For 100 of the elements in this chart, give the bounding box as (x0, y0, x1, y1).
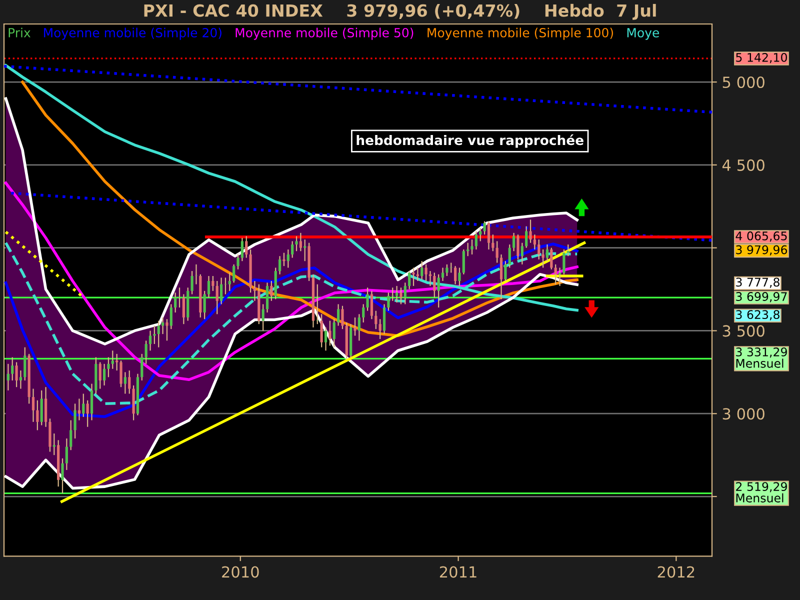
ref-line-label: 5 142,10 (736, 52, 787, 64)
candlestick (533, 234, 536, 250)
candlestick (496, 240, 498, 264)
candlestick (144, 340, 148, 364)
candlestick (324, 326, 328, 352)
candlestick (358, 314, 361, 342)
candlestick (278, 256, 282, 275)
candlestick (111, 350, 114, 370)
candlestick (538, 238, 540, 260)
candlestick (299, 232, 302, 252)
candlestick (19, 370, 22, 390)
candlestick (424, 264, 428, 282)
candlestick (216, 280, 218, 315)
candlestick (52, 432, 56, 456)
candlestick (341, 305, 344, 330)
candlestick (483, 220, 486, 236)
candlestick (61, 458, 64, 494)
candlestick (182, 294, 185, 325)
candlestick (194, 264, 198, 285)
candlestick (70, 420, 72, 451)
candlestick (40, 390, 43, 426)
candlestick (554, 264, 557, 285)
candlestick (420, 260, 424, 280)
text: Moyenne mobile (Simple 50) (236, 28, 414, 40)
candlestick (378, 318, 382, 340)
chart-title: PXI - CAC 40 INDEX 3 979,96 (+0,47%) Hebdo 7 Jul (144, 4, 656, 20)
candlestick (316, 284, 319, 325)
candlestick (382, 304, 386, 335)
candlestick (525, 226, 528, 248)
candlestick (437, 274, 440, 308)
candlestick (404, 282, 406, 305)
candlestick (566, 244, 570, 257)
y-tick-label: 3 500 (722, 325, 764, 337)
candlestick (166, 318, 168, 342)
candlestick (236, 254, 240, 270)
candlestick (74, 403, 76, 440)
candlestick (178, 287, 181, 308)
candlestick (479, 227, 482, 242)
text: 3 979,96 (736, 245, 788, 256)
candlestick (24, 346, 26, 382)
candlestick (304, 238, 306, 262)
candlestick (124, 372, 126, 394)
text: 3 623,8 (736, 310, 780, 320)
candlestick (412, 267, 415, 287)
candlestick (102, 363, 106, 386)
candlestick (395, 285, 398, 304)
candlestick (65, 438, 68, 471)
candlestick (408, 270, 411, 290)
candlestick (362, 304, 365, 323)
candlestick (157, 320, 160, 348)
candlestick (11, 356, 14, 382)
candlestick (224, 277, 227, 295)
candlestick (207, 275, 210, 298)
candlestick (128, 370, 131, 394)
text: Moyenne mobile (Simple 20) (44, 28, 222, 40)
candlestick (291, 240, 294, 258)
candlestick (107, 356, 110, 378)
candlestick (240, 237, 244, 262)
candlestick (512, 232, 516, 252)
candlestick (212, 275, 214, 292)
candlestick (400, 287, 402, 305)
x-tick-label: 2012 (658, 566, 694, 578)
candlestick (354, 316, 356, 336)
y-tick-label: 3 000 (722, 408, 764, 420)
candlestick (391, 287, 394, 302)
candlestick (228, 272, 231, 292)
candlestick (487, 220, 490, 250)
candlestick (462, 248, 465, 275)
candlestick (336, 304, 340, 326)
annotation: 4 065,65 (736, 231, 787, 242)
candlestick (558, 267, 562, 287)
annotation: hebdomadaire vue rapprochée (356, 134, 584, 148)
candlestick (546, 244, 549, 262)
candlestick (320, 314, 323, 348)
candlestick (366, 287, 369, 312)
y-tick-label: 5 000 (722, 76, 764, 88)
candlestick (266, 282, 269, 314)
candlestick (270, 280, 273, 302)
candlestick (98, 362, 102, 390)
candlestick (454, 266, 457, 285)
candlestick (253, 280, 256, 302)
candlestick (446, 264, 448, 277)
candlestick (203, 290, 206, 320)
candlestick (508, 244, 511, 268)
candlestick (282, 252, 286, 267)
candlestick (32, 388, 35, 422)
candlestick (148, 330, 152, 352)
candlestick (370, 290, 374, 320)
candlestick (520, 242, 524, 265)
candlestick (220, 277, 223, 305)
text: 3 777,8 (736, 278, 780, 288)
candlestick (332, 318, 336, 348)
candlestick (190, 270, 194, 295)
candlestick (286, 248, 290, 268)
candlestick (82, 393, 85, 418)
candlestick (562, 248, 566, 275)
candlestick (387, 292, 390, 312)
candlestick (295, 236, 298, 252)
candlestick (474, 230, 478, 250)
candlestick (328, 320, 332, 346)
